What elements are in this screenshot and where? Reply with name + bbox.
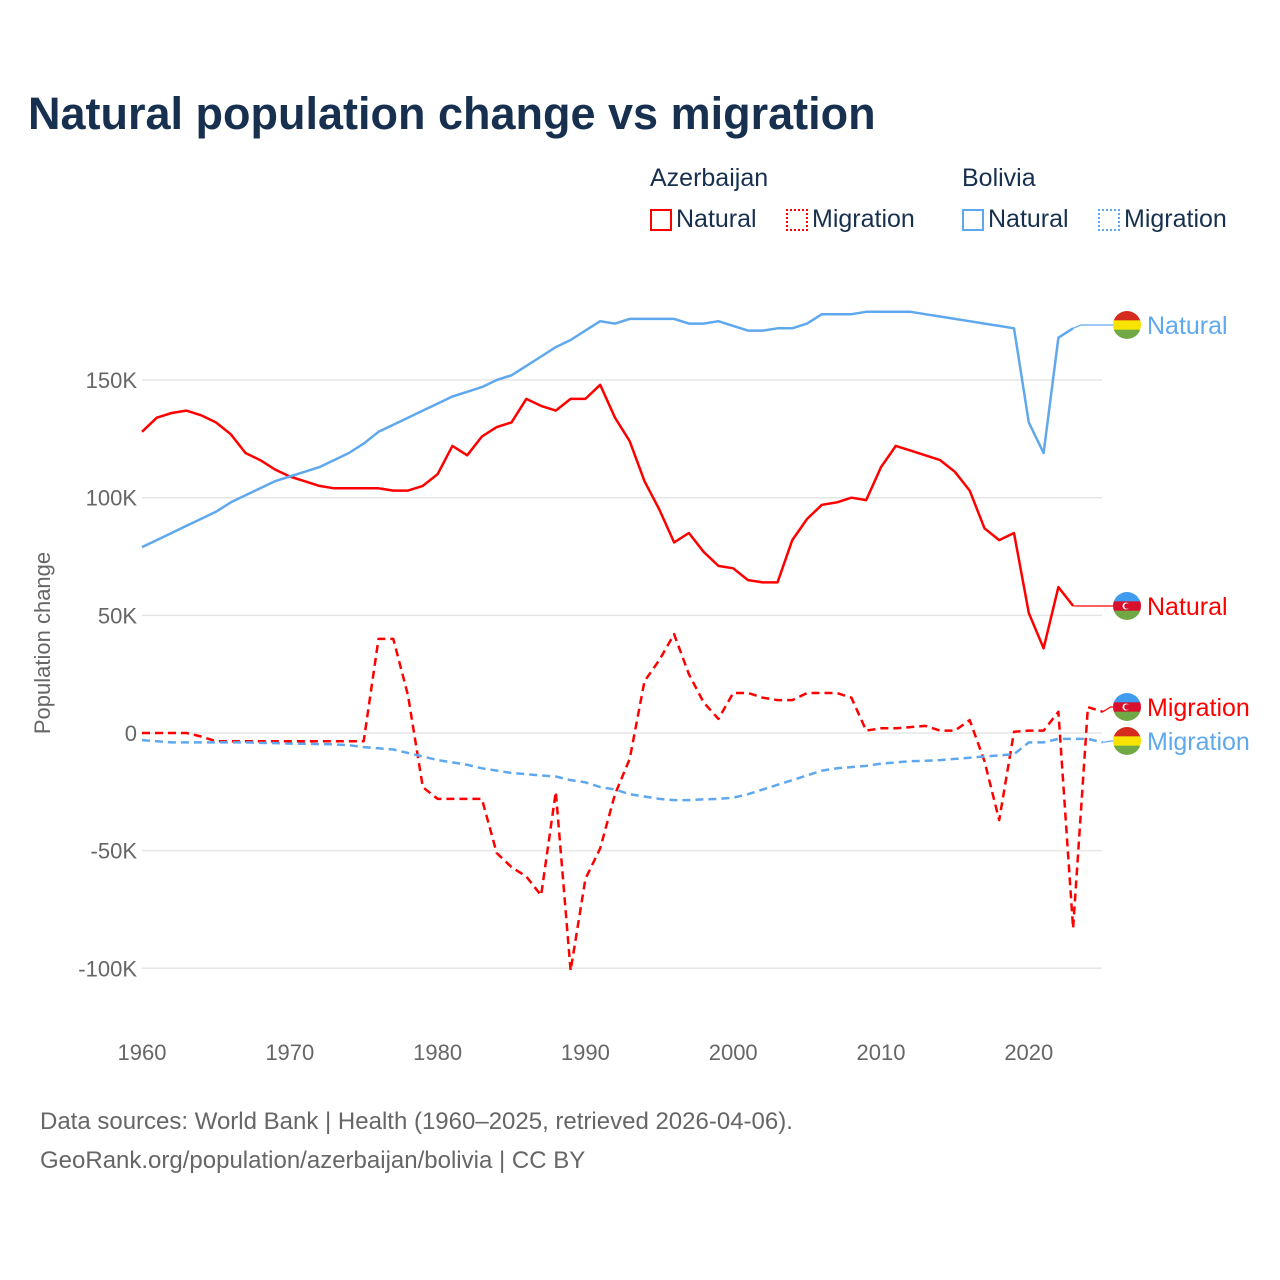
label-connector xyxy=(1072,324,1113,329)
series-line-bolivia-natural xyxy=(141,310,1074,549)
legend-azerbaijan-migration[interactable]: Migration xyxy=(786,205,915,234)
series-end-label: Natural xyxy=(1147,312,1228,340)
legend-group-azerbaijan: Azerbaijan xyxy=(650,164,769,192)
series-end-label: Natural xyxy=(1147,593,1228,621)
legend-bolivia-natural[interactable]: Natural xyxy=(962,205,1069,234)
legend-label: Migration xyxy=(1124,205,1227,233)
legend-swatch-dotted xyxy=(1098,208,1120,231)
y-tick-label: 0 xyxy=(125,721,137,746)
series-line-bolivia-migration xyxy=(141,737,1103,802)
legend-label: Migration xyxy=(812,205,915,233)
legend-swatch-solid xyxy=(650,208,672,231)
legend-swatch-solid xyxy=(962,208,984,231)
legend-bolivia-migration[interactable]: Migration xyxy=(1098,205,1227,234)
footer-sources: Data sources: World Bank | Health (1960–… xyxy=(40,1108,793,1135)
chart-title: Natural population change vs migration xyxy=(28,88,876,139)
x-tick-label: 2010 xyxy=(857,1040,906,1065)
series-end-label: Migration xyxy=(1147,728,1250,756)
x-tick-label: 1970 xyxy=(265,1040,314,1065)
series-line-azerbaijan-natural xyxy=(141,383,1075,650)
azerbaijan-flag-icon xyxy=(1113,592,1141,620)
bolivia-flag-icon xyxy=(1113,311,1141,339)
legend-group-bolivia: Bolivia xyxy=(962,164,1036,192)
x-tick-label: 1960 xyxy=(118,1040,167,1065)
legend-label: Natural xyxy=(988,205,1069,233)
legend-swatch-dotted xyxy=(786,208,808,231)
legend-azerbaijan-natural[interactable]: Natural xyxy=(650,205,757,234)
x-tick-label: 1980 xyxy=(413,1040,462,1065)
series-end-label: Migration xyxy=(1147,694,1250,722)
label-connector xyxy=(1102,740,1113,744)
y-tick-label: 50K xyxy=(98,603,137,628)
series-line-azerbaijan-migration xyxy=(142,632,1104,972)
y-tick-label: -50K xyxy=(91,839,138,864)
footer-link[interactable]: GeoRank.org/population/azerbaijan/bolivi… xyxy=(40,1147,586,1174)
x-tick-label: 2020 xyxy=(1004,1040,1053,1065)
y-tick-label: 150K xyxy=(86,368,138,393)
bolivia-flag-icon xyxy=(1113,727,1141,755)
azerbaijan-flag-icon xyxy=(1113,693,1141,721)
y-tick-label: 100K xyxy=(86,486,138,511)
label-connector xyxy=(1102,706,1113,713)
y-tick-label: -100K xyxy=(78,956,137,981)
x-tick-label: 2000 xyxy=(709,1040,758,1065)
x-tick-label: 1990 xyxy=(561,1040,610,1065)
y-axis-label: Population change xyxy=(30,552,55,734)
legend-label: Natural xyxy=(676,205,757,233)
